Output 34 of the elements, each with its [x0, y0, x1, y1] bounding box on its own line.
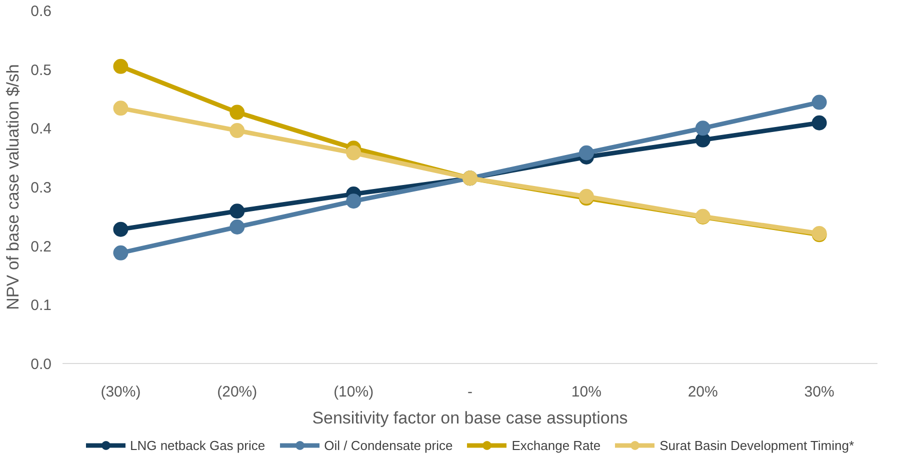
point	[230, 104, 245, 120]
x-tick-label: (30%)	[100, 384, 141, 400]
x-tick-label: 10%	[571, 384, 602, 400]
legend-label: LNG netback Gas price	[130, 438, 266, 452]
point	[230, 220, 245, 234]
point	[113, 100, 128, 116]
x-tick-label: 20%	[688, 384, 718, 400]
point	[812, 94, 827, 110]
point	[695, 120, 710, 136]
y-tick-label: 0.2	[30, 238, 52, 256]
y-tick-label: 0.1	[30, 297, 52, 314]
y-tick-label: 0.6	[30, 3, 52, 20]
y-axis-title: NPV of base case valuation $/sh	[4, 64, 23, 310]
x-axis-title: Sensitivity factor on base case assuptions	[312, 408, 628, 428]
y-tick-label: 0.3	[30, 180, 52, 196]
point	[346, 145, 362, 160]
legend-label: Exchange Rate	[512, 438, 601, 452]
point	[812, 115, 827, 130]
y-tick-label: 0.4	[30, 120, 52, 138]
point	[113, 222, 128, 237]
point	[346, 194, 362, 209]
point	[113, 58, 128, 74]
x-tick-label: (10%)	[334, 384, 374, 400]
x-tick-label: 30%	[804, 384, 834, 400]
y-tick-label: 0.0	[30, 356, 52, 373]
point	[230, 204, 245, 219]
point	[230, 123, 245, 138]
point	[578, 145, 594, 160]
point	[113, 245, 128, 260]
x-tick-label: -	[468, 384, 472, 400]
x-tick-label: (20%)	[217, 384, 258, 400]
y-tick-label: 0.5	[30, 62, 52, 79]
legend-label: Oil / Condensate price	[324, 438, 453, 452]
legend-label: Surat Basin Development Timing*	[660, 438, 854, 452]
